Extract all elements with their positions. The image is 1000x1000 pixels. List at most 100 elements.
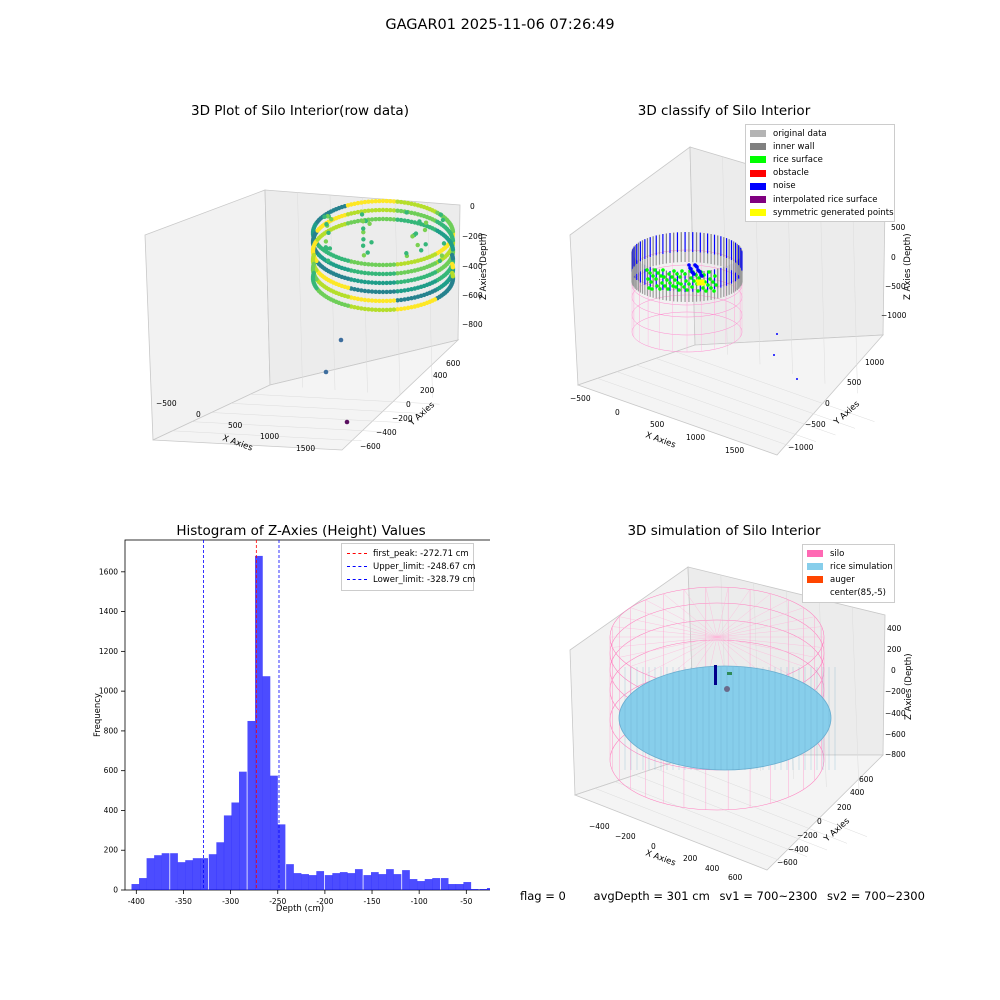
legend-swatch <box>807 590 823 597</box>
raw-point <box>388 198 393 204</box>
wall-point <box>662 234 664 255</box>
raw-point <box>437 258 443 264</box>
p1-ztick: 0 <box>470 202 475 211</box>
outlier-point <box>323 369 329 375</box>
rice-point <box>659 274 663 278</box>
raw-point <box>377 289 382 295</box>
wall-point <box>662 289 664 300</box>
hist-bar <box>185 860 193 890</box>
raw-point <box>450 265 456 270</box>
hist-bar <box>231 802 240 890</box>
wall-point <box>676 291 679 302</box>
raw-point <box>410 234 415 239</box>
rice-point <box>687 282 691 286</box>
hist-bar <box>455 884 464 890</box>
wall-point <box>733 262 735 283</box>
raw-point <box>377 262 382 268</box>
raw-point <box>404 251 409 256</box>
raw-point <box>311 252 317 258</box>
wall-point <box>655 235 657 256</box>
raw-point <box>373 298 378 304</box>
wall-point <box>699 232 701 253</box>
wall-point <box>738 245 740 266</box>
raw-point <box>362 306 368 312</box>
legend-label: rice surface <box>773 154 823 165</box>
raw-point <box>402 279 407 284</box>
hist-bar <box>417 881 425 890</box>
hist-bar <box>402 870 410 890</box>
p4-zlabel: Z Axies (Depth) <box>904 653 914 720</box>
y-tick-label: 1200 <box>99 647 118 656</box>
status-line: flag = 0 avgDepth = 301 cm sv1 = 700~230… <box>520 889 925 903</box>
rice-point <box>690 285 694 289</box>
p1-ytick: 600 <box>446 359 461 368</box>
wall-point <box>739 246 741 267</box>
raw-point <box>359 270 364 275</box>
wall-point <box>692 232 694 253</box>
raw-point <box>369 280 375 285</box>
p2-xtick: 1500 <box>725 446 744 455</box>
wall-point <box>641 283 644 294</box>
panel1-axes-box <box>144 189 461 451</box>
wall-point <box>641 263 644 284</box>
wall-point <box>636 280 638 291</box>
wall-point <box>632 267 634 278</box>
p4-ztick: −200 <box>885 687 906 696</box>
legend-item: symmetric generated points <box>750 206 894 219</box>
hist-bar <box>177 862 186 890</box>
grid-line <box>634 774 828 851</box>
wall-point <box>665 290 667 301</box>
grid-line <box>852 195 858 394</box>
y-tick-label: 200 <box>104 846 119 855</box>
raw-point <box>326 230 331 236</box>
wall-point <box>632 247 634 268</box>
wall-point <box>730 263 733 284</box>
raw-point <box>373 271 378 277</box>
wall-point <box>736 263 738 274</box>
p4-ztick: 200 <box>887 645 902 654</box>
p1-ytick: −600 <box>360 442 381 451</box>
hist-bar <box>378 874 387 890</box>
hist-bar <box>370 872 379 890</box>
wall-point <box>725 265 728 286</box>
status-flag: flag = 0 <box>520 889 566 903</box>
panel2-title: 3D classify of Silo Interior <box>637 103 811 119</box>
hist-bar <box>324 875 333 890</box>
silo-roof <box>612 636 718 648</box>
wall-point <box>713 234 716 255</box>
p1-xtick: 1000 <box>260 432 279 441</box>
wall-point <box>688 232 690 253</box>
p4-ytick: 200 <box>837 803 852 812</box>
raw-point <box>362 270 368 276</box>
wall-point <box>652 287 654 298</box>
silo-roof <box>716 587 729 638</box>
x-tick-label: -350 <box>175 897 192 906</box>
legend-item: center(85,-5) <box>807 587 889 600</box>
y-tick-label: 800 <box>104 726 119 735</box>
hist-bar <box>139 878 147 890</box>
wall-point <box>734 281 737 292</box>
panel2-legend: original data inner wall rice surface obsta… <box>745 124 895 223</box>
p4-xtick: −200 <box>615 832 636 841</box>
p1-xtick: −500 <box>156 399 177 408</box>
legend-item: interpolated rice surface <box>750 193 889 206</box>
hist-bar <box>223 815 232 890</box>
raw-point <box>391 262 397 267</box>
p4-ytick: 600 <box>859 775 874 784</box>
raw-point <box>359 279 364 284</box>
raw-point <box>355 296 361 302</box>
noise-point <box>796 378 798 380</box>
hist-bar <box>270 775 278 890</box>
p4-ytick: −200 <box>797 831 818 840</box>
legend-item: first_peak: -272.71 cm <box>347 547 469 560</box>
p4-ztick: −800 <box>885 750 906 759</box>
wall-point <box>733 241 735 262</box>
raw-point <box>388 207 393 213</box>
hist-bar <box>463 882 472 890</box>
rice-point <box>697 276 701 280</box>
raw-point <box>380 307 386 313</box>
panel2-plot: −500 0 500 1000 1500 −1000 −500 0 500 10… <box>569 146 913 456</box>
raw-point <box>402 297 407 302</box>
p2-ztick: −1000 <box>881 311 907 320</box>
raw-point <box>384 216 389 222</box>
